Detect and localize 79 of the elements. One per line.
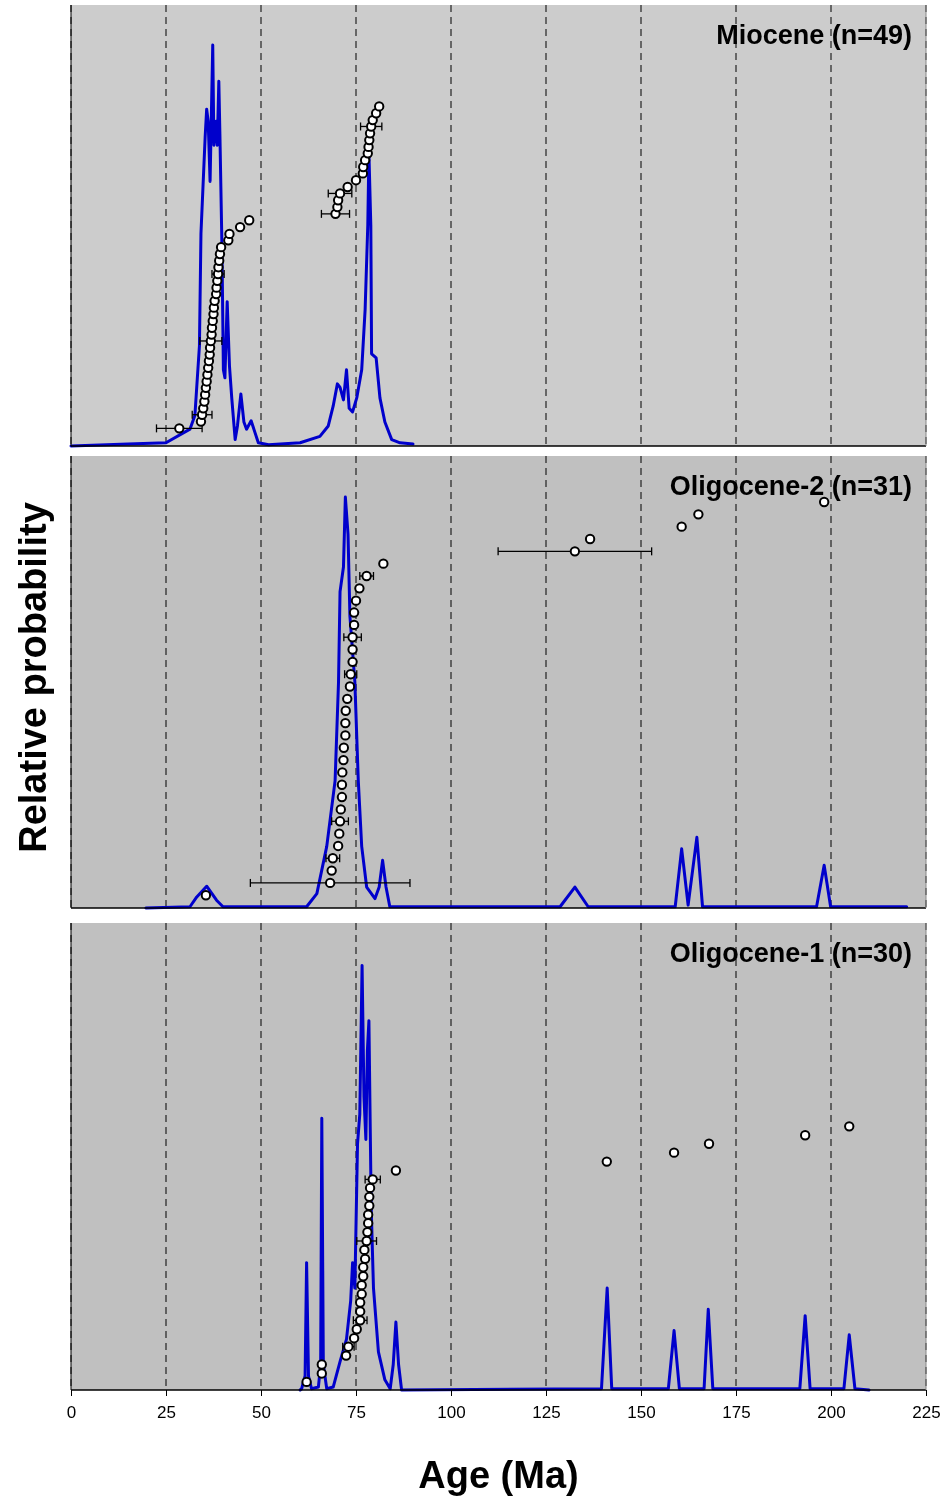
point <box>332 840 344 852</box>
point <box>844 1121 855 1132</box>
point <box>364 1200 375 1211</box>
point <box>174 423 185 434</box>
point <box>316 1368 327 1379</box>
point <box>569 546 581 557</box>
point <box>334 188 346 199</box>
point <box>340 1350 352 1361</box>
point <box>356 1288 367 1300</box>
point <box>244 215 255 226</box>
point <box>200 890 212 901</box>
point <box>355 1297 366 1308</box>
point <box>340 730 351 741</box>
point <box>224 228 235 240</box>
point <box>336 791 348 803</box>
point <box>326 865 337 876</box>
point <box>359 1253 371 1264</box>
point <box>390 1165 402 1176</box>
point <box>316 1359 327 1370</box>
point <box>324 877 336 889</box>
x-tick-label: 200 <box>817 1403 846 1423</box>
point <box>336 779 348 790</box>
point <box>362 1209 374 1220</box>
point <box>364 1191 375 1203</box>
point <box>337 767 348 778</box>
point <box>342 693 353 705</box>
point <box>338 754 349 766</box>
point <box>374 101 385 112</box>
point <box>359 1244 370 1256</box>
point <box>348 607 360 618</box>
point <box>378 558 389 569</box>
x-tick-label: 75 <box>347 1403 366 1423</box>
x-tick-label: 100 <box>437 1403 466 1423</box>
point <box>347 656 358 668</box>
x-axis-title: Age (Ma) <box>418 1454 579 1496</box>
point <box>358 1271 369 1282</box>
x-tick-label: 150 <box>627 1403 656 1423</box>
point <box>350 175 362 186</box>
point <box>347 644 358 655</box>
x-tick-label: 225 <box>912 1403 941 1423</box>
point <box>234 221 246 233</box>
point <box>342 181 353 193</box>
point <box>215 241 227 253</box>
point <box>335 804 346 815</box>
point <box>347 632 358 643</box>
x-tick-label: 25 <box>157 1403 176 1423</box>
point <box>350 595 362 606</box>
point <box>338 742 350 753</box>
point <box>356 1279 367 1291</box>
point <box>364 1182 376 1194</box>
point <box>601 1156 612 1167</box>
point <box>355 1306 366 1317</box>
point <box>334 828 345 839</box>
chart-title: Oligocene-2 (n=31) <box>669 471 912 501</box>
point <box>354 583 365 594</box>
point <box>362 1226 373 1238</box>
x-tick-label: 125 <box>532 1403 561 1423</box>
point <box>344 681 356 692</box>
point <box>584 533 596 545</box>
point <box>340 705 351 716</box>
point <box>301 1376 312 1388</box>
point <box>361 1235 372 1247</box>
x-tick-label: 0 <box>66 1403 77 1423</box>
point <box>334 816 346 827</box>
x-tick-label: 175 <box>722 1403 751 1423</box>
point <box>703 1138 715 1149</box>
point <box>340 717 351 729</box>
point <box>358 1262 369 1273</box>
point <box>348 619 360 631</box>
point <box>799 1130 811 1141</box>
point <box>351 1324 362 1335</box>
point <box>348 1333 360 1344</box>
chart-title: Oligocene-1 (n=30) <box>669 938 912 968</box>
point <box>693 509 704 520</box>
x-tick-label: 50 <box>252 1403 271 1423</box>
point <box>676 521 687 532</box>
chart-title: Miocene (n=49) <box>716 20 912 50</box>
point <box>668 1147 680 1158</box>
y-axis-title: Relative probability <box>12 502 54 853</box>
